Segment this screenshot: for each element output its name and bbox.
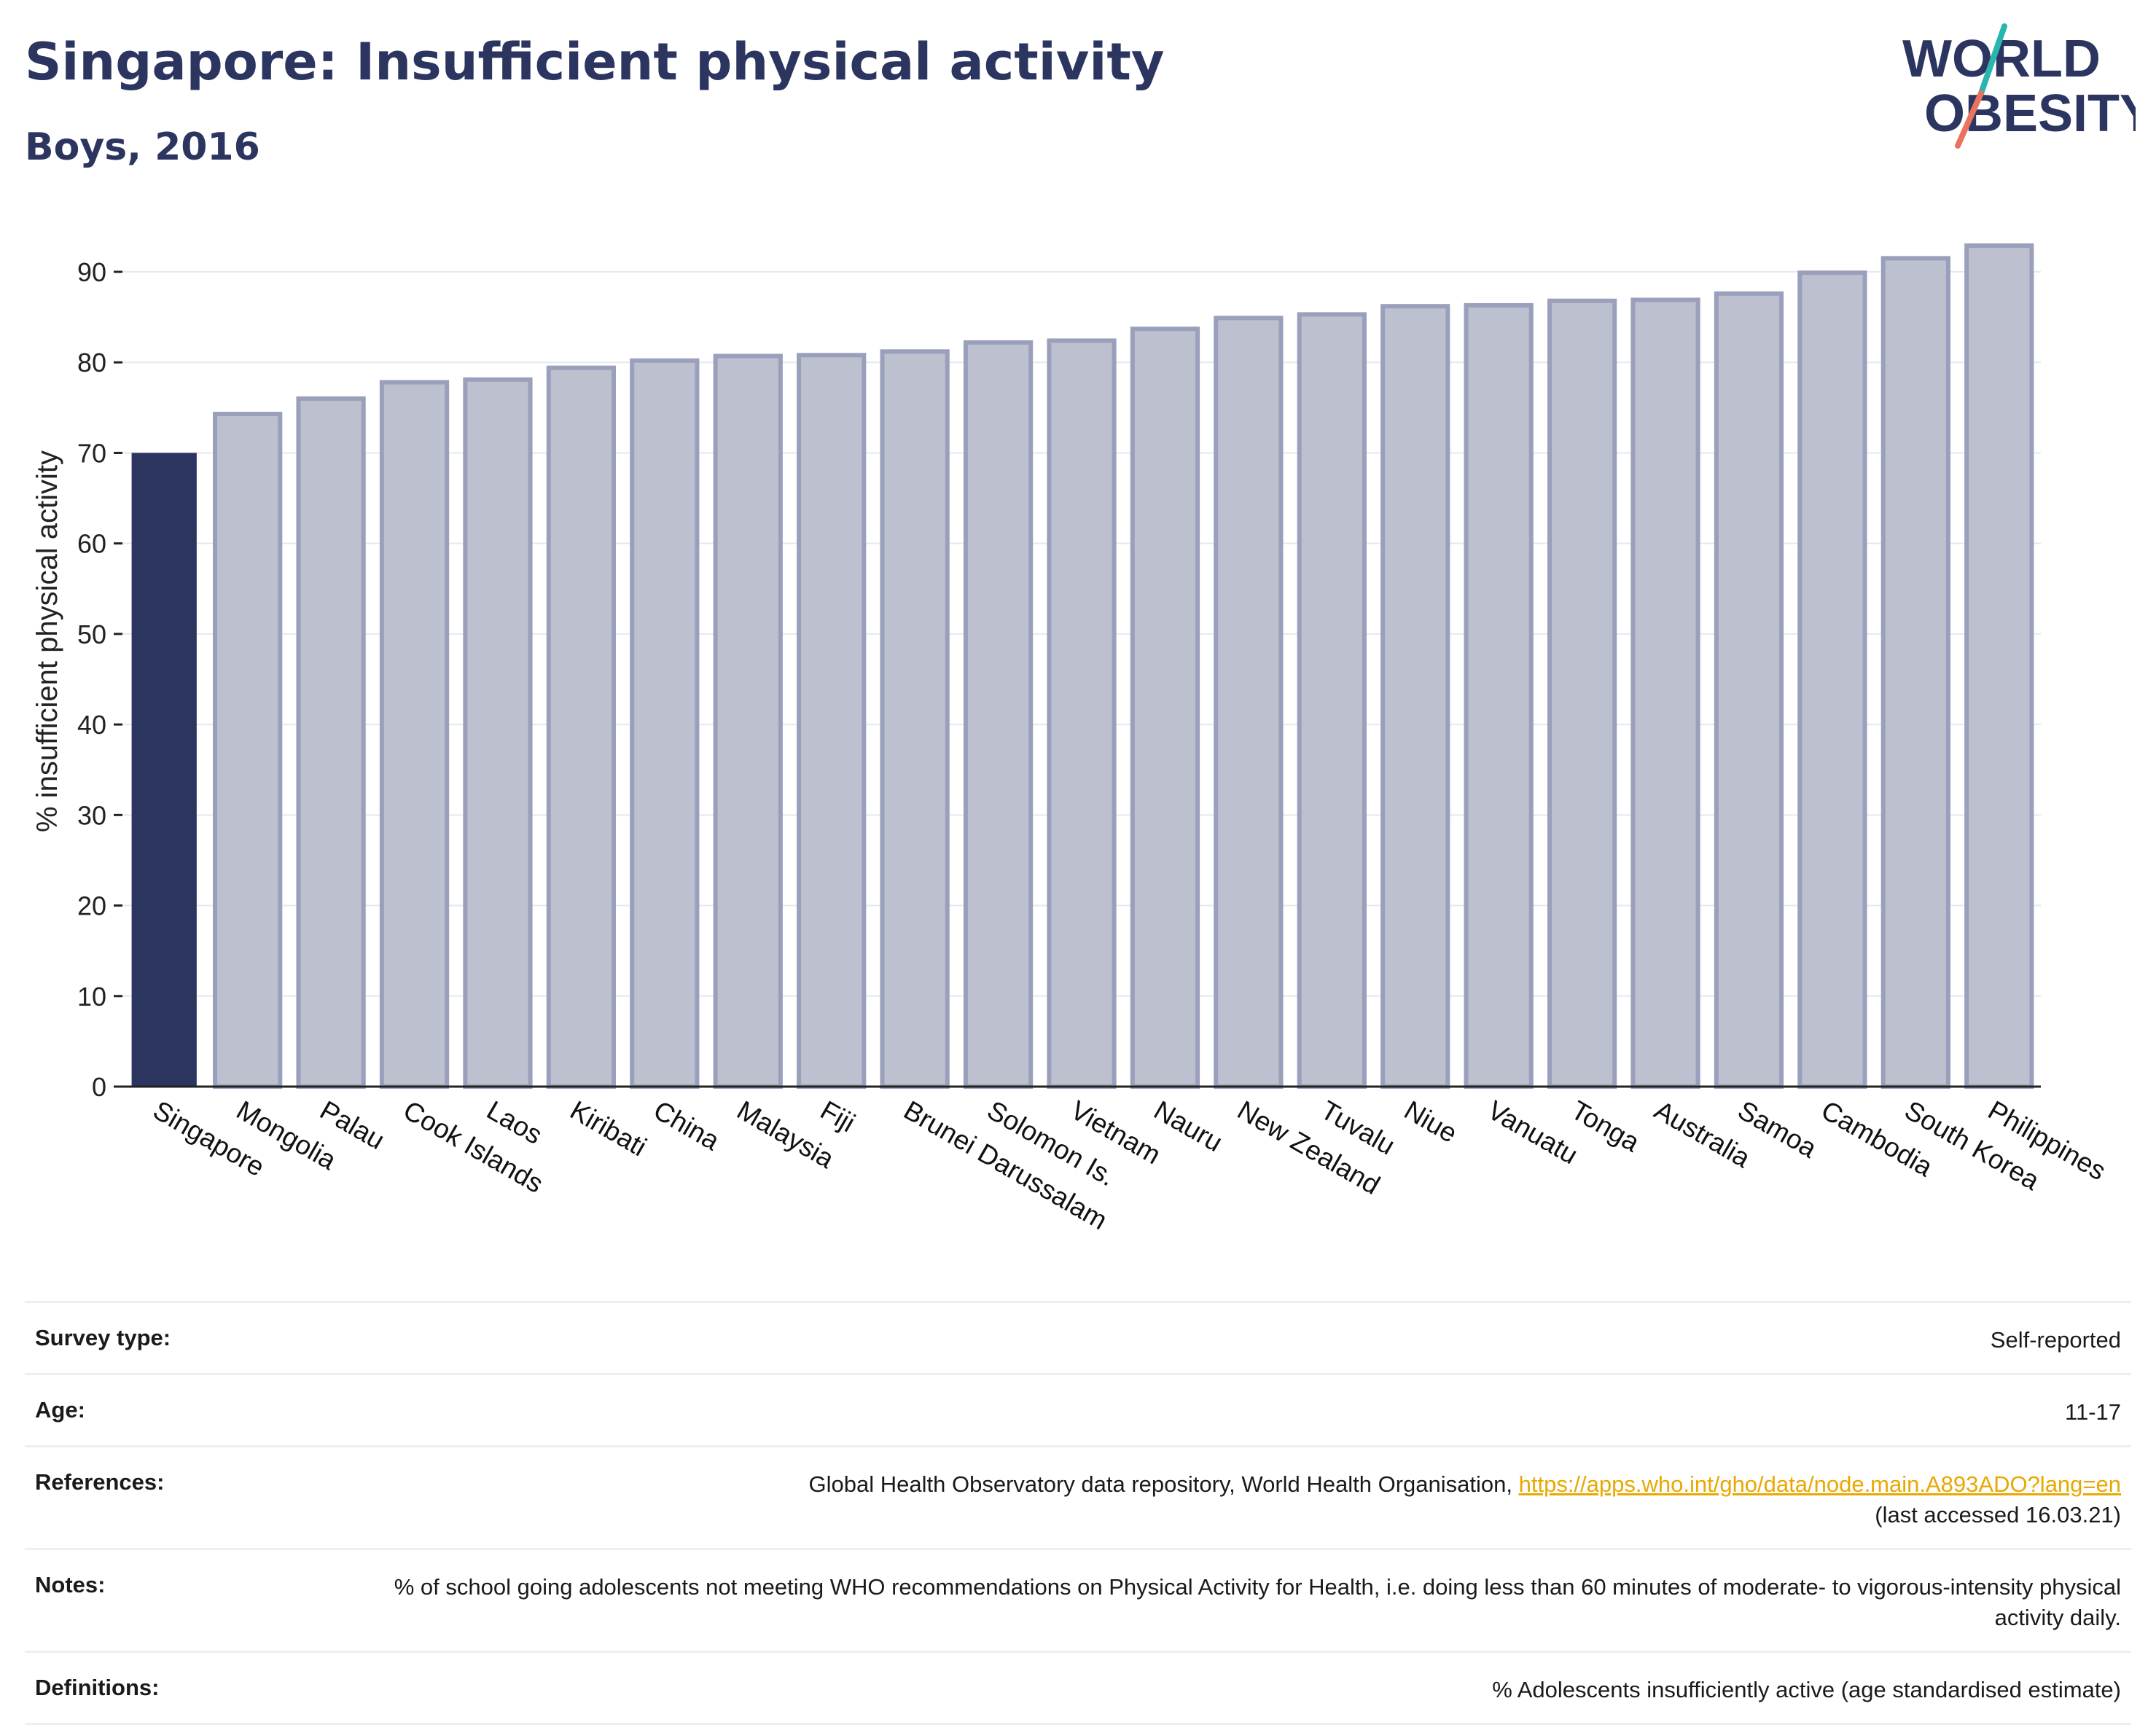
- x-tick-label: Australia: [1649, 1095, 1756, 1173]
- bar-fiji: [797, 353, 867, 1090]
- info-label: Notes:: [35, 1572, 106, 1597]
- bar-nauru: [1130, 326, 1200, 1089]
- info-row: Age: 11-17: [25, 1373, 2131, 1445]
- y-axis-ticks: 0 10 20 30 40 50 60 70 80 90: [77, 257, 122, 1102]
- y-tick-label: 30: [77, 800, 106, 830]
- info-value: 11-17: [2065, 1399, 2121, 1425]
- info-row: Notes: % of school going adolescents not …: [25, 1548, 2131, 1651]
- bar-niue: [1380, 304, 1450, 1089]
- bar-new-zealand: [1214, 316, 1284, 1089]
- y-axis-label: % insufficient physical activity: [31, 450, 63, 832]
- bar-china: [630, 358, 700, 1089]
- x-tick-label: Kiribati: [565, 1095, 651, 1162]
- bar-chart: 0 10 20 30 40 50 60 70 80 90 SingaporeMongoliaPal…: [31, 243, 2111, 1235]
- bar-mongolia: [213, 412, 283, 1089]
- y-tick-label: 40: [77, 710, 106, 740]
- y-tick-label: 60: [77, 529, 106, 559]
- info-value: Global Health Observatory data repositor…: [808, 1471, 2121, 1528]
- world-obesity-logo: WORLD OBESITY: [1902, 23, 2136, 149]
- info-label: References:: [35, 1469, 165, 1495]
- chart-subtitle: Boys, 2016: [25, 125, 260, 169]
- bar-australia: [1630, 297, 1700, 1089]
- bar-brunei-darussalam: [880, 349, 950, 1089]
- y-tick-label: 70: [77, 438, 106, 468]
- y-tick-label: 10: [77, 982, 106, 1012]
- x-tick-label: New Zealand: [1233, 1095, 1385, 1200]
- info-row: Survey type: Self-reported: [25, 1301, 2131, 1373]
- bar-kiribati: [546, 365, 617, 1090]
- bar-tuvalu: [1297, 312, 1367, 1090]
- reference-link[interactable]: https://apps.who.int/gho/data/node.main.…: [1518, 1471, 2121, 1497]
- bar-vanuatu: [1464, 302, 1534, 1089]
- bars: [131, 243, 2034, 1090]
- bar-laos: [463, 377, 533, 1089]
- info-label: Definitions:: [35, 1675, 160, 1700]
- y-tick-label: 0: [92, 1072, 106, 1102]
- x-tick-label: Vanuatu: [1483, 1095, 1583, 1170]
- info-row: References: Global Health Observatory dat…: [25, 1445, 2131, 1548]
- chart-title: Singapore: Insufficient physical activit…: [25, 32, 1165, 92]
- bar-philippines: [1964, 243, 2034, 1089]
- bar-samoa: [1714, 291, 1784, 1089]
- bar-singapore: [131, 453, 197, 1087]
- bar-cook-islands: [379, 380, 450, 1089]
- x-tick-label: Niue: [1399, 1095, 1462, 1149]
- bar-palau: [296, 396, 366, 1089]
- x-tick-label: China: [649, 1095, 725, 1156]
- bar-vietnam: [1047, 338, 1117, 1089]
- y-tick-label: 80: [77, 348, 106, 378]
- info-value: Self-reported: [1990, 1327, 2121, 1353]
- logo-slash-coral: [1955, 90, 1984, 149]
- bar-cambodia: [1797, 270, 1867, 1090]
- logo-word-obesity: OBESITY: [1924, 85, 2136, 143]
- y-tick-label: 90: [77, 257, 106, 287]
- info-row: Definitions: % Adolescents insufficiently…: [25, 1651, 2131, 1725]
- info-label: Survey type:: [35, 1325, 171, 1350]
- bar-tonga: [1547, 298, 1617, 1089]
- y-tick-label: 50: [77, 619, 106, 649]
- x-tick-label: Fiji: [816, 1095, 860, 1138]
- bar-south-korea: [1880, 256, 1950, 1089]
- info-label: Age:: [35, 1397, 85, 1423]
- x-tick-label: Cook Islands: [399, 1095, 549, 1198]
- bar-solomon-is: [963, 340, 1034, 1090]
- info-table: Survey type: Self-reported Age: 11-17 Refere…: [25, 1301, 2131, 1725]
- info-value: % Adolescents insufficiently active (age…: [1492, 1677, 2121, 1702]
- info-value: % of school going adolescents not meetin…: [394, 1574, 2121, 1630]
- bar-malaysia: [713, 353, 783, 1089]
- y-tick-label: 20: [77, 891, 106, 921]
- logo-slash-teal: [1978, 23, 2007, 96]
